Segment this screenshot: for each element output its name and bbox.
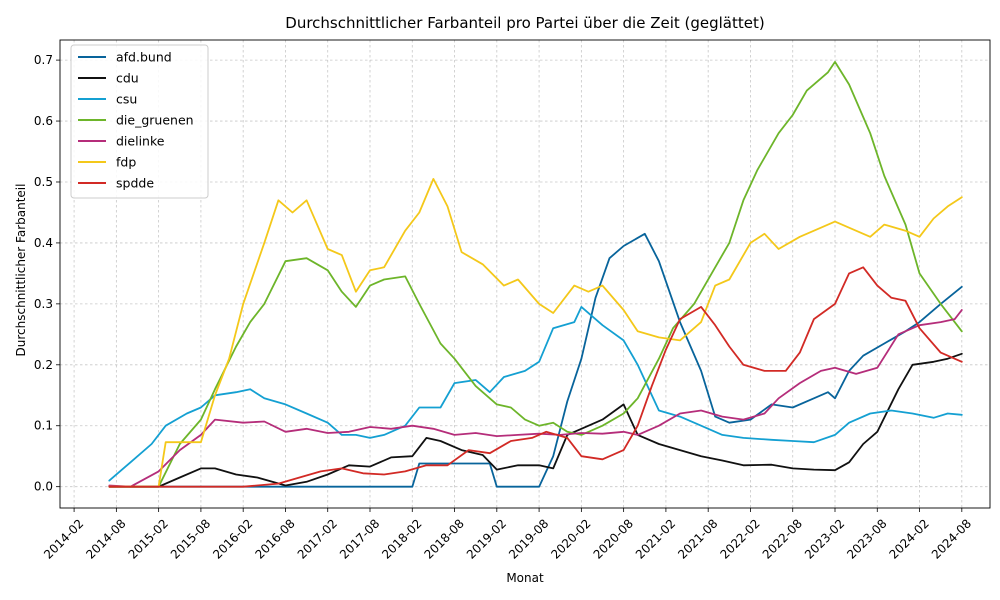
legend-label-csu: csu — [116, 92, 137, 107]
y-tick-label: 0.0 — [34, 480, 53, 494]
legend-label-dielinke: dielinke — [116, 134, 165, 149]
y-tick-label: 0.5 — [34, 175, 53, 189]
series-line-die_gruenen — [108, 61, 963, 488]
legend-label-fdp: fdp — [116, 155, 136, 170]
x-tick-label: 2023-02 — [802, 516, 847, 561]
x-tick-label: 2024-08 — [929, 516, 974, 561]
x-tick-label: 2022-02 — [717, 516, 762, 561]
y-axis-label: Durchschnittlicher Farbanteil — [14, 184, 28, 357]
x-axis-label: Monat — [506, 571, 544, 585]
x-tick-label: 2023-08 — [844, 516, 889, 561]
x-tick-label: 2024-02 — [887, 516, 932, 561]
x-tick-label: 2017-08 — [337, 516, 382, 561]
series-line-spdde — [108, 266, 963, 488]
legend-box — [70, 44, 209, 199]
series-line-dielinke — [108, 309, 963, 488]
y-tick-label: 0.1 — [34, 419, 53, 433]
y-tick-label: 0.6 — [34, 114, 53, 128]
x-tick-label: 2014-02 — [41, 516, 86, 561]
y-tick-label: 0.7 — [34, 53, 53, 67]
x-tick-label: 2021-02 — [633, 516, 678, 561]
x-tick-label: 2018-08 — [422, 516, 467, 561]
series-line-cdu — [108, 352, 963, 488]
chart-title: Durchschnittlicher Farbanteil pro Partei… — [285, 14, 764, 32]
x-tick-label: 2021-08 — [675, 516, 720, 561]
x-tick-label: 2015-02 — [126, 516, 171, 561]
x-tick-label: 2020-02 — [548, 516, 593, 561]
x-tick-label: 2020-08 — [591, 516, 636, 561]
legend-label-die_gruenen: die_gruenen — [116, 113, 194, 128]
series-line-afd.bund — [108, 232, 963, 488]
x-tick-label: 2019-02 — [464, 516, 509, 561]
legend-label-spdde: spdde — [116, 176, 154, 191]
x-tick-label: 2014-08 — [83, 516, 128, 561]
x-tick-label: 2016-02 — [210, 516, 255, 561]
y-tick-label: 0.4 — [34, 236, 53, 250]
y-tick-label: 0.3 — [34, 297, 53, 311]
series-lines — [108, 61, 963, 488]
x-tick-label: 2018-02 — [379, 516, 424, 561]
x-axis-ticks: 2014-022014-082015-022015-082016-022016-… — [41, 508, 974, 562]
y-tick-label: 0.2 — [34, 358, 53, 372]
x-tick-label: 2017-02 — [295, 516, 340, 561]
series-line-csu — [108, 306, 963, 482]
x-tick-label: 2015-08 — [168, 516, 213, 561]
x-tick-label: 2019-08 — [506, 516, 551, 561]
plot-area — [59, 39, 991, 509]
x-tick-label: 2022-08 — [760, 516, 805, 561]
legend: afd.bund cdu csu die_gruenen dielinke fdp spdd… — [70, 44, 209, 199]
series-line-fdp — [108, 178, 963, 488]
legend-label-afd.bund: afd.bund — [116, 50, 172, 65]
y-axis-ticks: 0.0 0.1 0.2 0.3 0.4 0.5 0.6 0.7 — [34, 53, 60, 494]
legend-label-cdu: cdu — [116, 71, 139, 86]
x-tick-label: 2016-08 — [252, 516, 297, 561]
